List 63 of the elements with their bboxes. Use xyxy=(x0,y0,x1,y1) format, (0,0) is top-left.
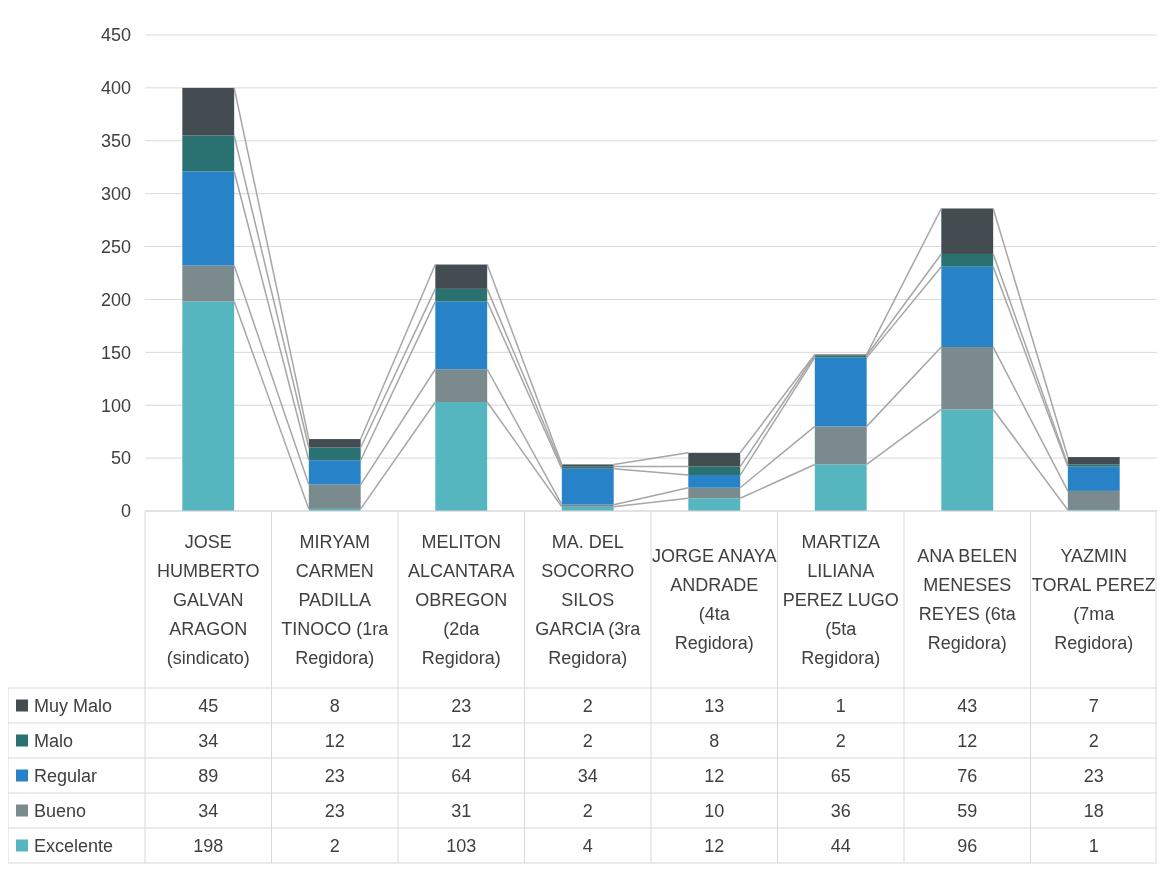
data-label: 8 xyxy=(329,695,340,716)
data-label: 31 xyxy=(451,800,472,821)
y-tick-label: 100 xyxy=(100,395,131,416)
data-label: 103 xyxy=(446,835,477,856)
data-label: 198 xyxy=(193,835,224,856)
data-label: 2 xyxy=(582,695,593,716)
data-label: 12 xyxy=(704,765,725,786)
data-label: 12 xyxy=(957,730,978,751)
y-tick-label: 350 xyxy=(100,131,131,152)
data-label: 2 xyxy=(582,800,593,821)
data-label: 13 xyxy=(704,695,725,716)
legend-label: Bueno xyxy=(34,800,87,821)
y-tick-label: 400 xyxy=(100,78,131,99)
data-label: 23 xyxy=(1083,765,1104,786)
data-label: 12 xyxy=(324,730,345,751)
data-label: 8 xyxy=(709,730,720,751)
legend-label: Muy Malo xyxy=(34,695,113,716)
x-tick-label: MELITON ALCANTARA OBREGON (2da Regidora) xyxy=(407,531,515,668)
data-label: 2 xyxy=(835,730,846,751)
data-label: 59 xyxy=(957,800,978,821)
x-tick-label: MA. DEL SOCORRO SILOS GARCIA (3ra Regidora) xyxy=(535,531,642,668)
data-label: 44 xyxy=(830,835,851,856)
data-label: 12 xyxy=(451,730,472,751)
data-label: 64 xyxy=(451,765,472,786)
data-label: 34 xyxy=(198,800,219,821)
data-label: 23 xyxy=(451,695,472,716)
y-tick-label: 450 xyxy=(100,25,131,46)
y-tick-label: 50 xyxy=(110,448,131,469)
x-tick-label: JORGE ANAYA ANDRADE (4ta Regidora) xyxy=(652,546,777,654)
data-label: 34 xyxy=(577,765,598,786)
x-tick-label: ANA BELEN MENESES REYES (6ta Regidora) xyxy=(917,546,1018,654)
data-label: 45 xyxy=(198,695,219,716)
data-label: 12 xyxy=(704,835,725,856)
data-label: 18 xyxy=(1083,800,1104,821)
data-label: 43 xyxy=(957,695,978,716)
data-label: 10 xyxy=(704,800,725,821)
y-tick-label: 0 xyxy=(120,501,131,522)
x-tick-label: YAZMIN TORAL PEREZ (7ma Regidora) xyxy=(1031,546,1156,654)
legend-label: Regular xyxy=(34,765,98,786)
y-tick-label: 300 xyxy=(100,183,131,204)
data-label: 23 xyxy=(324,765,345,786)
x-tick-label: MIRYAM CARMEN PADILLA TINOCO (1ra Regidora) xyxy=(281,531,390,668)
x-tick-label: JOSE HUMBERTO GALVAN ARAGON (sindicato) xyxy=(157,531,260,668)
data-label: 4 xyxy=(582,835,593,856)
legend-label: Excelente xyxy=(34,835,114,856)
data-label: 96 xyxy=(957,835,978,856)
y-tick-label: 150 xyxy=(100,342,131,363)
y-tick-label: 200 xyxy=(100,289,131,310)
x-tick-label: MARTIZA LILIANA PEREZ LUGO (5ta Regidora) xyxy=(782,531,899,668)
data-label: 34 xyxy=(198,730,219,751)
data-label: 23 xyxy=(324,800,345,821)
data-label: 89 xyxy=(198,765,219,786)
data-label: 7 xyxy=(1088,695,1099,716)
y-tick-label: 250 xyxy=(100,236,131,257)
data-label: 65 xyxy=(830,765,851,786)
data-label: 1 xyxy=(835,695,846,716)
legend-label: Malo xyxy=(34,730,74,751)
data-label: 36 xyxy=(830,800,851,821)
data-label: 2 xyxy=(329,835,340,856)
data-label: 2 xyxy=(582,730,593,751)
data-label: 2 xyxy=(1088,730,1099,751)
data-label: 1 xyxy=(1088,835,1099,856)
data-label: 76 xyxy=(957,765,978,786)
